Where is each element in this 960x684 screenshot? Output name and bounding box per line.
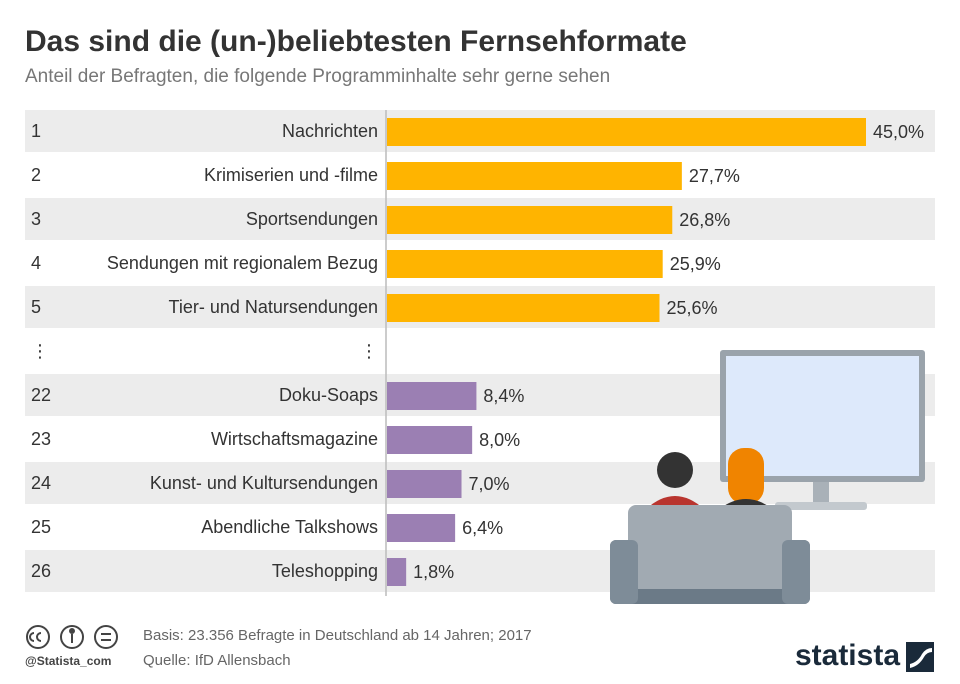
category-label: Sportsendungen bbox=[246, 209, 378, 229]
rank-label: 2 bbox=[31, 165, 41, 185]
value-label: 7,0% bbox=[469, 474, 510, 494]
rank-label: 22 bbox=[31, 385, 51, 405]
category-label: Nachrichten bbox=[282, 121, 378, 141]
value-label: 1,8% bbox=[413, 562, 454, 582]
rank-label: 23 bbox=[31, 429, 51, 449]
category-label: Abendliche Talkshows bbox=[201, 517, 378, 537]
rank-label: 24 bbox=[31, 473, 51, 493]
rank-label: 26 bbox=[31, 561, 51, 581]
category-label: Kunst- und Kultursendungen bbox=[150, 473, 378, 493]
value-label: 27,7% bbox=[689, 166, 740, 186]
rank-label: 4 bbox=[31, 253, 41, 273]
category-label: Krimiserien und -filme bbox=[204, 165, 378, 185]
category-label: Teleshopping bbox=[272, 561, 378, 581]
chart-subtitle: Anteil der Befragten, die folgende Progr… bbox=[25, 66, 610, 87]
value-label: 8,4% bbox=[483, 386, 524, 406]
bar bbox=[387, 206, 673, 234]
value-label: 8,0% bbox=[479, 430, 520, 450]
rank-label: 1 bbox=[31, 121, 41, 141]
value-label: 25,9% bbox=[670, 254, 721, 274]
chart-title: Das sind die (un-)beliebtesten Fernsehfo… bbox=[25, 25, 687, 58]
rank-label: 3 bbox=[31, 209, 41, 229]
bar bbox=[387, 558, 407, 586]
value-label: 45,0% bbox=[873, 122, 924, 142]
source: Basis: 23.356 Befragte in Deutschland ab… bbox=[143, 627, 532, 644]
bar bbox=[387, 250, 663, 278]
bar bbox=[387, 426, 473, 454]
bar bbox=[387, 470, 462, 498]
value-label: 25,6% bbox=[666, 298, 717, 318]
bar bbox=[387, 514, 456, 542]
handle: @Statista_com bbox=[25, 654, 111, 668]
value-label: 6,4% bbox=[462, 518, 503, 538]
category-label: Tier- und Natursendungen bbox=[169, 297, 378, 317]
rank-label: ⋮ bbox=[31, 341, 49, 361]
source: Quelle: IfD Allensbach bbox=[143, 652, 291, 669]
category-label: Wirtschaftsmagazine bbox=[211, 429, 378, 449]
category-label: Sendungen mit regionalem Bezug bbox=[107, 253, 378, 273]
rank-label: 25 bbox=[31, 517, 51, 537]
value-label: 26,8% bbox=[679, 210, 730, 230]
tv-illustration bbox=[610, 350, 925, 604]
bar bbox=[387, 118, 866, 146]
rank-label: 5 bbox=[31, 297, 41, 317]
bar bbox=[387, 294, 660, 322]
category-label: Doku-Soaps bbox=[279, 385, 378, 405]
bar bbox=[387, 382, 477, 410]
brand-logo-mark bbox=[910, 648, 932, 668]
category-label: ⋮ bbox=[360, 341, 378, 361]
brand: statista bbox=[795, 639, 900, 672]
cc-icons bbox=[26, 625, 118, 649]
bar bbox=[387, 162, 682, 190]
